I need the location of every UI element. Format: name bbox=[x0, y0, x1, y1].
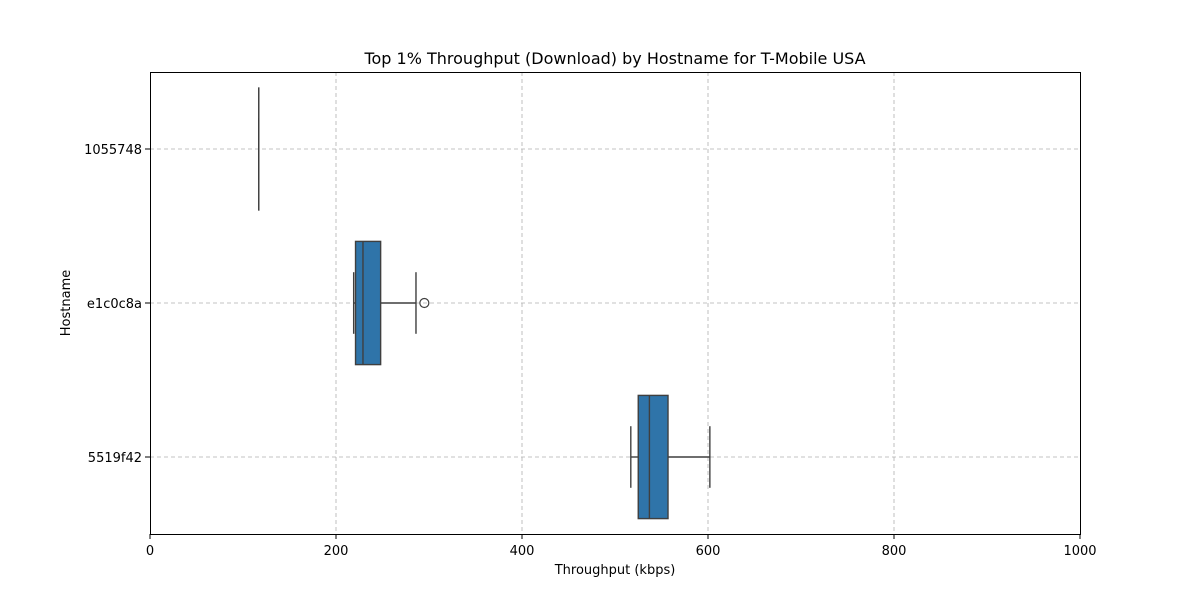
y-tick-label: 1055748 bbox=[84, 143, 142, 158]
y-axis-label: Hostname bbox=[59, 270, 74, 336]
plot-area-frame bbox=[150, 72, 1081, 535]
x-tick-label: 200 bbox=[324, 544, 349, 559]
iqr-box bbox=[637, 394, 669, 520]
x-tick-label: 600 bbox=[696, 544, 721, 559]
y-tick-label: e1c0c8a bbox=[87, 297, 142, 312]
box-layer bbox=[258, 87, 711, 520]
x-axis-label: Throughput (kbps) bbox=[554, 563, 676, 578]
x-tick-label: 1000 bbox=[1063, 544, 1096, 559]
chart-title: Top 1% Throughput (Download) by Hostname… bbox=[363, 49, 865, 68]
x-tick-label: 400 bbox=[510, 544, 535, 559]
y-tick-label: 5519f42 bbox=[88, 451, 142, 466]
iqr-box bbox=[354, 240, 382, 366]
x-tick-label: 0 bbox=[146, 544, 154, 559]
axis-layer: 0 200 400 600 800 1000 1055748 e1c0c8a 5519f42 bbox=[84, 143, 1096, 559]
outlier-point bbox=[419, 297, 430, 309]
box-5519f42 bbox=[630, 394, 711, 520]
x-tick-label: 800 bbox=[882, 544, 907, 559]
box-e1c0c8a bbox=[352, 240, 430, 366]
grid-layer bbox=[150, 72, 1080, 534]
